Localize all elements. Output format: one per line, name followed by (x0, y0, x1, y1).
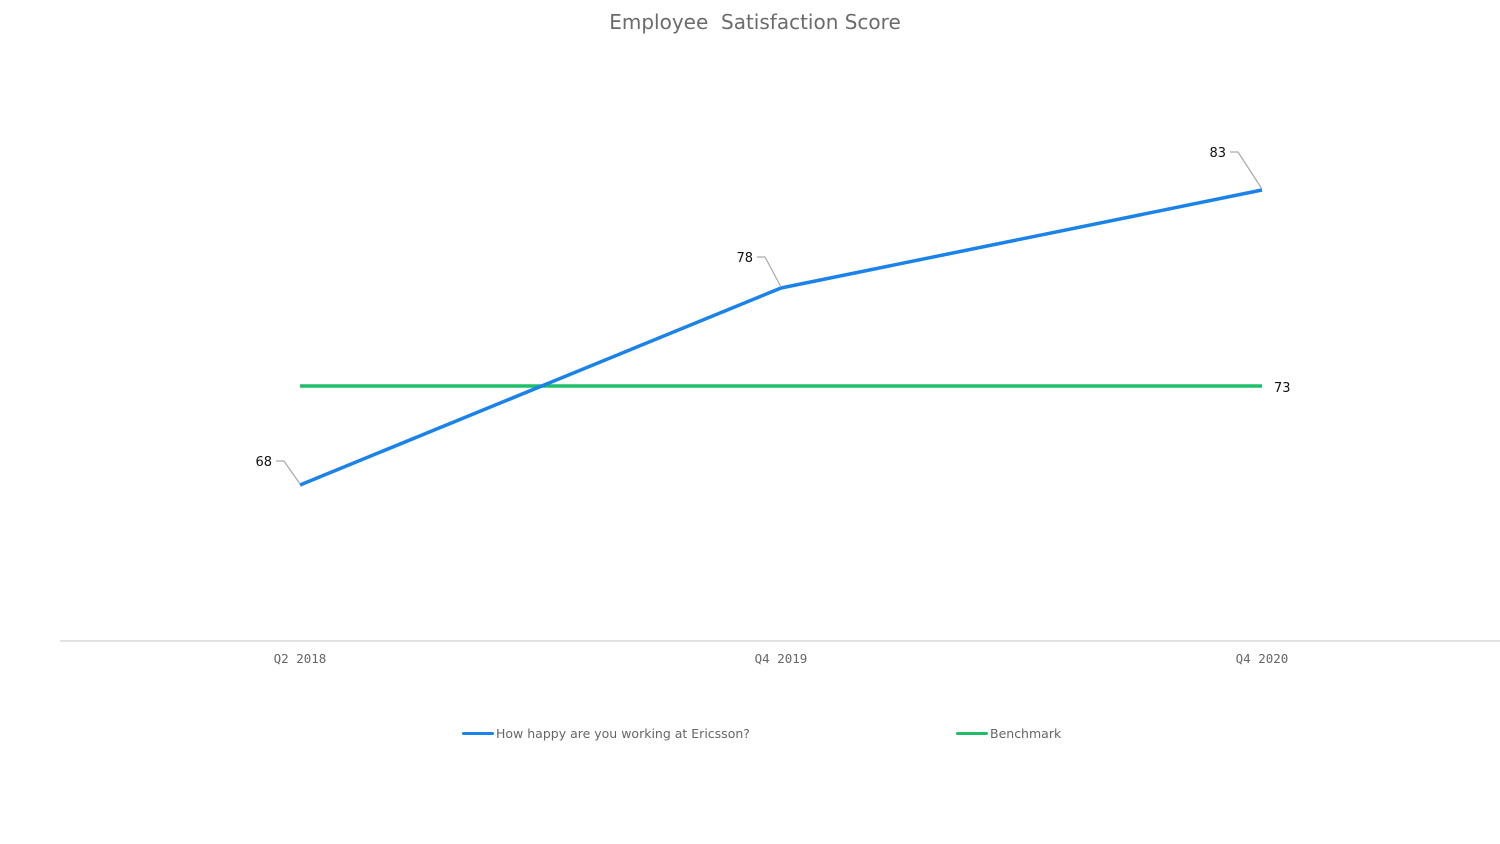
leader-line (757, 256, 782, 288)
benchmark-data-label: 73 (1274, 381, 1291, 396)
leader-line (1230, 151, 1263, 190)
happiness-series-line (299, 188, 1263, 487)
data-label: 68 (255, 455, 272, 470)
chart-title: Employee Satisfaction Score (609, 10, 901, 34)
legend-swatch-green (956, 732, 988, 735)
chart-legend: How happy are you working at Ericsson? B… (0, 726, 1500, 746)
legend-swatch-blue (462, 732, 494, 735)
x-tick-label: Q4 2020 (1236, 651, 1289, 666)
legend-item-benchmark[interactable]: Benchmark (956, 726, 1061, 741)
x-tick-label: Q2 2018 (274, 651, 327, 666)
x-tick-label: Q4 2019 (755, 651, 808, 666)
data-label: 83 (1209, 146, 1226, 161)
legend-item-happiness[interactable]: How happy are you working at Ericsson? (462, 726, 750, 741)
legend-label: Benchmark (990, 726, 1062, 741)
legend-label: How happy are you working at Ericsson? (496, 726, 750, 741)
data-label: 78 (736, 251, 753, 266)
leader-line (276, 460, 301, 485)
